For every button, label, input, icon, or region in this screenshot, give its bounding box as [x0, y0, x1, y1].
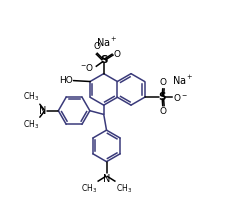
Text: O: O [159, 107, 166, 116]
Text: Na$^+$: Na$^+$ [95, 36, 117, 49]
Text: O: O [159, 78, 166, 87]
Text: N: N [102, 174, 110, 184]
Text: N: N [39, 106, 46, 116]
Text: $^{-}$O: $^{-}$O [80, 62, 94, 73]
Text: Na$^+$: Na$^+$ [171, 74, 193, 87]
Text: S: S [99, 55, 107, 65]
Text: HO: HO [58, 76, 72, 85]
Text: O$^-$: O$^-$ [173, 92, 188, 103]
Text: CH$_3$: CH$_3$ [115, 183, 131, 195]
Text: CH$_3$: CH$_3$ [23, 118, 39, 131]
Text: O: O [113, 50, 120, 59]
Text: S: S [158, 92, 165, 102]
Text: CH$_3$: CH$_3$ [81, 183, 97, 195]
Text: O: O [93, 42, 100, 51]
Text: CH$_3$: CH$_3$ [23, 91, 39, 103]
